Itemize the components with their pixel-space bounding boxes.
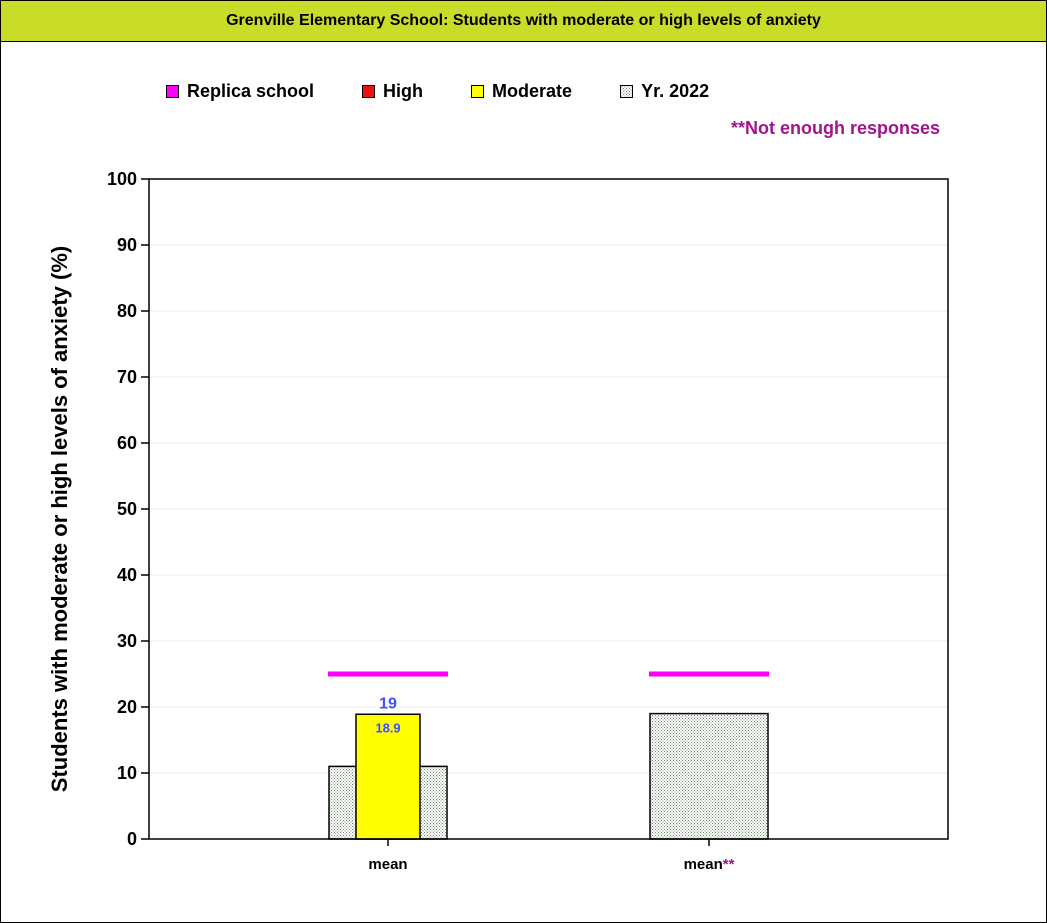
x-tick-label-text-0: mean	[368, 856, 407, 873]
chart-title: Grenville Elementary School: Students wi…	[226, 12, 821, 29]
y-tick-label-0: 0	[127, 829, 137, 849]
legend-label-moderate: Moderate	[492, 80, 573, 101]
x-tick-label-1: mean**	[684, 856, 735, 873]
x-tick-label-suffix-1: **	[723, 856, 735, 873]
legend-label-yr-2022: Yr. 2022	[641, 80, 710, 101]
y-tick-label-70: 70	[117, 367, 137, 387]
legend-item-moderate: Moderate	[471, 81, 572, 102]
plot-border	[148, 178, 949, 840]
legend-swatch-high	[362, 84, 376, 98]
legend-item-replica: Replica school	[166, 81, 314, 102]
bar-moderate-0	[355, 713, 421, 840]
y-tick-label-90: 90	[117, 235, 137, 255]
y-tick-label-40: 40	[117, 565, 137, 585]
title-bar: Grenville Elementary School: Students wi…	[1, 1, 1046, 42]
not-enough-responses-note: **Not enough responses	[730, 118, 940, 138]
y-tick-label-60: 60	[117, 433, 137, 453]
y-tick-label-80: 80	[117, 301, 137, 321]
y-tick-label-50: 50	[117, 499, 137, 519]
legend-label-high: High	[383, 80, 424, 101]
y-axis-label: Students with moderate or high levels of…	[47, 246, 72, 792]
y-tick-label-100: 100	[107, 169, 137, 189]
data-label-moderate-0: 18.9	[375, 720, 400, 735]
data-label-total-0: 19	[379, 695, 397, 712]
y-tick-label-20: 20	[117, 697, 137, 717]
bar-yr-2022-1	[649, 712, 769, 840]
legend-swatch-replica	[166, 84, 179, 98]
y-tick-label-10: 10	[117, 763, 137, 783]
legend-item-high: High	[362, 81, 423, 102]
x-tick-label-0: mean	[368, 856, 407, 873]
legend: Replica school High Moderate Yr. 202	[166, 79, 709, 103]
legend-label-replica: Replica school	[187, 80, 315, 101]
legend-swatch-moderate	[471, 84, 485, 98]
legend-item-yr-2022: Yr. 2022	[620, 81, 709, 102]
legend-swatch-yr-2022	[620, 84, 634, 98]
x-tick-label-text-1: mean	[684, 856, 723, 873]
y-tick-label-30: 30	[117, 631, 137, 651]
